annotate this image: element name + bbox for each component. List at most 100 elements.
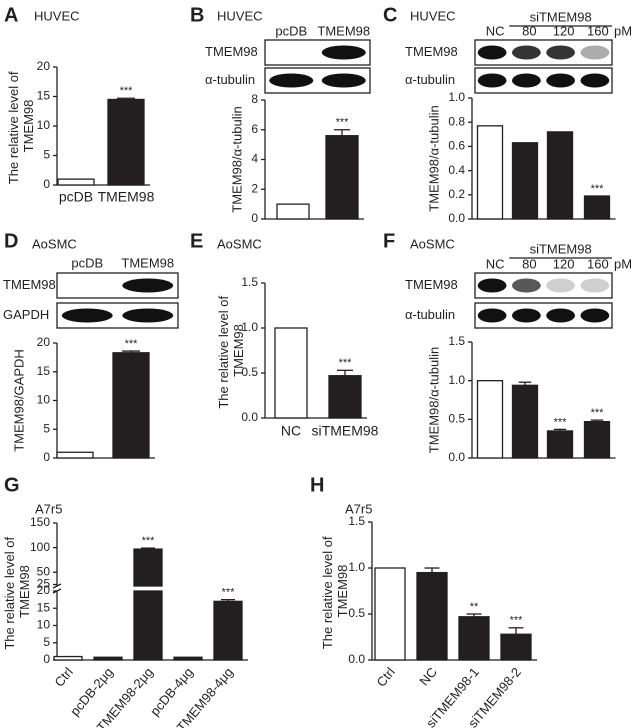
y-tick-label: 0 xyxy=(43,652,50,666)
bar xyxy=(57,178,95,186)
y-tick-label: 100 xyxy=(30,540,50,554)
panel-letter: G xyxy=(4,474,20,496)
y-tick-label: 10 xyxy=(37,118,51,132)
panel-letter: A xyxy=(4,4,18,26)
bar xyxy=(476,125,504,220)
significance: *** xyxy=(142,535,156,547)
panel-letter: H xyxy=(310,474,324,496)
blot-band xyxy=(580,308,610,323)
cell-type: HUVEC xyxy=(410,8,456,23)
y-tick-label: 4 xyxy=(251,152,258,166)
blot-band xyxy=(546,45,576,60)
x-tick-label: NC xyxy=(281,423,301,439)
blot-band xyxy=(122,278,174,293)
y-tick-label: 20 xyxy=(37,583,51,597)
y-axis-label: TMEM98/α-tubulin xyxy=(426,105,441,212)
blot-band xyxy=(546,278,576,293)
cell-type: A7r5 xyxy=(345,501,372,516)
y-tick-label: 0.8 xyxy=(448,114,465,128)
bar xyxy=(500,633,532,661)
bar xyxy=(325,135,359,220)
lane-label: 80 xyxy=(522,23,536,38)
significance: *** xyxy=(222,587,236,599)
blot-band xyxy=(477,278,507,293)
lane-label: NC xyxy=(486,23,505,38)
y-tick-label: 1.0 xyxy=(348,560,365,574)
bar xyxy=(546,131,574,220)
y-tick-label: 0.4 xyxy=(448,163,465,177)
y-tick-label: 10 xyxy=(37,618,51,632)
y-tick-label: 15 xyxy=(37,364,51,378)
bar xyxy=(374,567,406,661)
blot-band xyxy=(477,73,507,88)
x-tick-label: siTMEM98 xyxy=(312,423,379,439)
panel-letter: E xyxy=(190,230,203,252)
significance: *** xyxy=(591,183,605,195)
lane-label: 120 xyxy=(553,23,575,38)
y-axis-label: The relative level of TMEM98 xyxy=(320,533,350,649)
y-tick-label: 1.0 xyxy=(448,373,465,387)
y-tick-label: 0.2 xyxy=(448,187,465,201)
significance: *** xyxy=(591,407,605,419)
cell-type: AoSMC xyxy=(217,236,262,251)
y-tick-label: 0.0 xyxy=(348,652,365,666)
y-tick-label: 0 xyxy=(43,450,50,464)
blot-band xyxy=(580,73,610,88)
blot-band xyxy=(122,308,174,323)
y-axis-label: TMEM98/GAPDH xyxy=(11,349,26,452)
bar xyxy=(276,203,310,220)
y-tick-label: 5 xyxy=(43,148,50,162)
lane-group: siTMEM98 xyxy=(530,241,592,256)
lane-unit: pM xyxy=(614,23,632,38)
x-tick-label: TMEM98 xyxy=(98,189,155,205)
lane-label: NC xyxy=(486,256,505,271)
lane-label: 120 xyxy=(553,256,575,271)
row-label: α-tubulin xyxy=(205,72,255,87)
y-tick-label: 25 xyxy=(37,577,51,591)
y-tick-label: 0.5 xyxy=(448,412,465,426)
significance: *** xyxy=(554,416,568,428)
y-axis-label: TMEM98/α-tubulin xyxy=(426,347,441,454)
y-tick-label: 8 xyxy=(251,92,258,106)
bar xyxy=(53,655,83,661)
y-tick-label: 15 xyxy=(37,600,51,614)
x-tick-label: pcDB xyxy=(59,189,93,205)
panel-letter: F xyxy=(383,230,395,252)
blot-band xyxy=(511,45,541,60)
blot-band xyxy=(269,73,314,88)
lane-label: 160 xyxy=(587,23,609,38)
blot-band xyxy=(321,45,366,60)
y-axis-label: The relative level of TMEM98 xyxy=(216,292,246,408)
bar xyxy=(107,98,145,186)
y-axis-label: The relative level of TMEM98 xyxy=(6,68,36,184)
y-tick-label: 0 xyxy=(251,211,258,225)
x-tick-label: Ctrl xyxy=(373,664,398,689)
row-label: α-tubulin xyxy=(405,307,455,322)
blot-band xyxy=(511,278,541,293)
bar-upper xyxy=(133,548,163,587)
row-label: TMEM98 xyxy=(3,277,56,292)
y-tick-label: 1.5 xyxy=(348,514,365,528)
bar xyxy=(583,421,611,459)
cell-type: AoSMC xyxy=(32,236,77,251)
y-tick-label: 20 xyxy=(37,59,51,73)
y-tick-label: 0.0 xyxy=(241,410,258,424)
axis-break xyxy=(52,588,62,594)
significance: *** xyxy=(125,338,139,350)
axis-break xyxy=(52,583,62,589)
bar xyxy=(511,142,539,220)
lane-label: 160 xyxy=(587,256,609,271)
bar xyxy=(458,616,490,661)
x-tick-label: Ctrl xyxy=(51,664,76,689)
lane-group: siTMEM98 xyxy=(530,9,592,24)
blot-band xyxy=(546,308,576,323)
panel-letter: B xyxy=(190,4,204,26)
significance: *** xyxy=(336,117,350,129)
row-label: TMEM98 xyxy=(205,44,258,59)
cell-type: HUVEC xyxy=(217,8,263,23)
significance: *** xyxy=(510,615,524,627)
bar xyxy=(416,571,448,661)
y-tick-label: 5 xyxy=(43,635,50,649)
bar xyxy=(173,656,203,661)
